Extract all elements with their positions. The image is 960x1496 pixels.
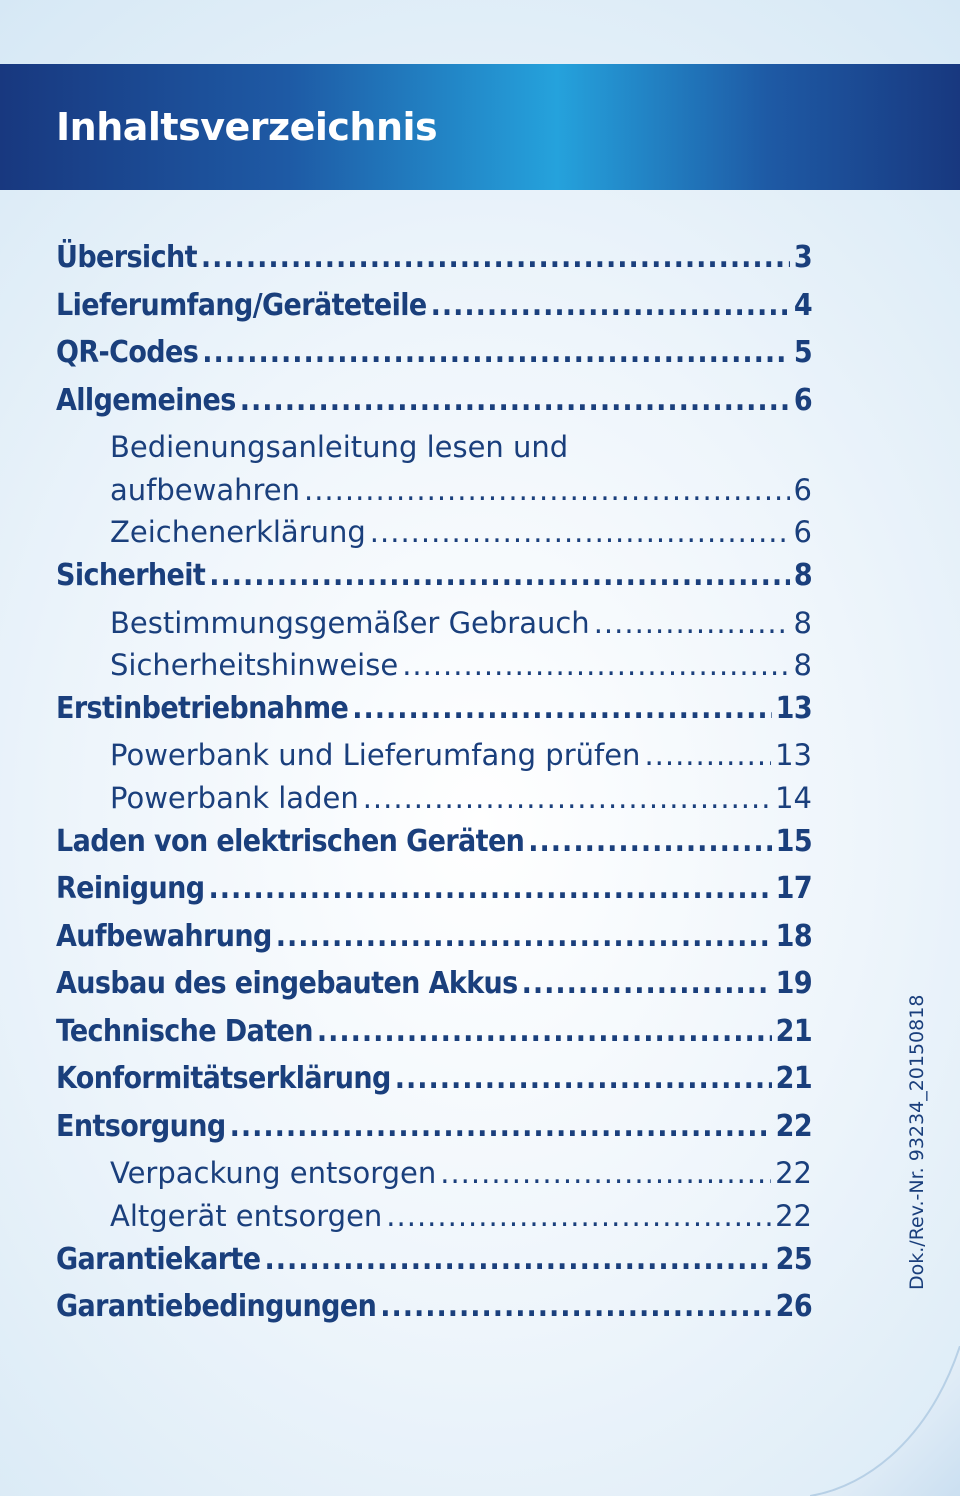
toc-label: Garantiekarte — [56, 1241, 261, 1277]
toc-entry-laden-geraeten[interactable]: Laden von elektrischen Geräten 15 — [56, 823, 813, 872]
toc-entry-sicherheit[interactable]: Sicherheit 8 — [56, 558, 813, 606]
toc-label: Allgemeines — [56, 382, 236, 418]
toc-label: Erstinbetriebnahme — [56, 690, 349, 726]
toc-entry-ausbau-akkus[interactable]: Ausbau des eingebauten Akkus 19 — [56, 966, 813, 1014]
toc-entry-lieferumfang[interactable]: Lieferumfang/Geräteteile 4 — [56, 287, 813, 336]
toc-label: Ausbau des eingebauten Akkus — [56, 966, 518, 1002]
document-revision-number: Dok./Rev.-Nr. 93234_20150818 — [906, 994, 928, 1290]
toc-label: Reinigung — [56, 871, 205, 907]
toc-subentry-altgeraet-entsorgen[interactable]: Altgerät entsorgen 22 — [56, 1199, 812, 1242]
toc-entry-qr-codes[interactable]: QR-Codes 5 — [56, 335, 813, 383]
toc-subentry-bedienungsanleitung-line2[interactable]: aufbewahren 6 — [56, 473, 812, 516]
table-of-contents: Übersicht 3 Lieferumfang/Geräteteile 4 QR-… — [56, 240, 813, 1337]
toc-label: Laden von elektrischen Geräten — [56, 823, 525, 859]
toc-page-number: 21 — [775, 1061, 813, 1097]
dot-leader — [395, 1061, 772, 1096]
toc-label: Garantiebedingungen — [56, 1289, 377, 1325]
toc-page-number: 18 — [775, 918, 813, 954]
toc-subentry-zeichenerklaerung[interactable]: Zeichenerklärung 6 — [56, 515, 812, 558]
dot-leader — [402, 648, 789, 682]
toc-entry-allgemeines[interactable]: Allgemeines 6 — [56, 382, 813, 431]
toc-page-number: 22 — [775, 1199, 812, 1233]
toc-subentry-verpackung-entsorgen[interactable]: Verpackung entsorgen 22 — [56, 1156, 812, 1199]
toc-label: Konformitätserklärung — [56, 1061, 391, 1097]
toc-page-number: 5 — [793, 335, 813, 370]
toc-label: QR-Codes — [56, 335, 199, 370]
dot-leader — [440, 1156, 771, 1190]
toc-label: Zeichenerklärung — [110, 515, 366, 550]
dot-leader — [209, 558, 790, 593]
dot-leader — [644, 738, 771, 772]
toc-page-number: 13 — [775, 738, 812, 773]
dot-leader — [230, 1109, 772, 1144]
toc-subentry-sicherheitshinweise[interactable]: Sicherheitshinweise 8 — [56, 648, 812, 691]
page-curl-decoration — [810, 1346, 960, 1496]
dot-leader — [370, 515, 790, 549]
toc-page-number: 21 — [775, 1013, 813, 1049]
dot-leader — [594, 606, 790, 640]
toc-entry-technische-daten[interactable]: Technische Daten 21 — [56, 1013, 813, 1062]
toc-page-number: 4 — [793, 287, 813, 323]
dot-leader — [380, 1289, 771, 1324]
toc-page-number: 6 — [793, 472, 812, 507]
toc-label: Bestimmungsgemäßer Gebrauch — [110, 605, 590, 640]
toc-page-number: 25 — [775, 1241, 813, 1277]
toc-subentry-bedienungsanleitung-line1[interactable]: Bedienungsanleitung lesen und — [56, 430, 812, 473]
toc-label: Verpackung entsorgen — [110, 1156, 437, 1191]
dot-leader — [240, 383, 790, 418]
dot-leader — [352, 691, 771, 726]
toc-entry-aufbewahrung[interactable]: Aufbewahrung 18 — [56, 918, 813, 967]
dot-leader — [363, 781, 771, 815]
toc-label: Bedienungsanleitung lesen und — [110, 430, 569, 464]
dot-leader — [522, 966, 772, 1001]
toc-label: Sicherheitshinweise — [110, 648, 399, 683]
dot-leader — [431, 288, 790, 323]
dot-leader — [386, 1199, 771, 1233]
dot-leader — [304, 473, 790, 507]
dot-leader — [264, 1242, 771, 1277]
toc-page-number: 6 — [793, 515, 812, 550]
toc-page-number: 26 — [775, 1289, 813, 1325]
toc-label: Altgerät entsorgen — [110, 1199, 383, 1233]
toc-subentry-powerbank-pruefen[interactable]: Powerbank und Lieferumfang prüfen 13 — [56, 738, 812, 781]
toc-entry-reinigung[interactable]: Reinigung 17 — [56, 871, 813, 919]
toc-label: Sicherheit — [56, 558, 206, 594]
toc-entry-entsorgung[interactable]: Entsorgung 22 — [56, 1108, 813, 1157]
dot-leader — [276, 919, 772, 954]
toc-label: Aufbewahrung — [56, 918, 272, 954]
toc-page-number: 14 — [775, 781, 812, 816]
toc-subentry-powerbank-laden[interactable]: Powerbank laden 14 — [56, 781, 812, 824]
toc-page-number: 22 — [775, 1108, 813, 1144]
header-bar — [0, 64, 960, 190]
toc-label: Lieferumfang/Geräteteile — [56, 287, 427, 323]
dot-leader — [528, 824, 771, 859]
toc-label: Powerbank laden — [110, 781, 359, 816]
toc-entry-konformitaetserklaerung[interactable]: Konformitätserklärung 21 — [56, 1061, 813, 1109]
page-title: Inhaltsverzeichnis — [56, 105, 438, 149]
toc-label: Entsorgung — [56, 1108, 226, 1144]
toc-entry-garantiebedingungen[interactable]: Garantiebedingungen 26 — [56, 1289, 813, 1337]
toc-page-number: 17 — [775, 871, 813, 907]
toc-entry-erstinbetriebnahme[interactable]: Erstinbetriebnahme 13 — [56, 690, 813, 739]
toc-label: Übersicht — [56, 240, 198, 275]
dot-leader — [208, 871, 771, 906]
dot-leader — [201, 240, 790, 275]
toc-subentry-bestimmungsgemaesser-gebrauch[interactable]: Bestimmungsgemäßer Gebrauch 8 — [56, 606, 812, 649]
toc-entry-garantiekarte[interactable]: Garantiekarte 25 — [56, 1241, 813, 1290]
toc-page-number: 3 — [793, 240, 813, 275]
toc-page-number: 15 — [775, 823, 813, 859]
toc-label: aufbewahren — [110, 472, 300, 507]
dot-leader — [202, 335, 790, 370]
toc-page-number: 6 — [793, 382, 813, 418]
toc-page-number: 13 — [775, 690, 813, 726]
dot-leader — [317, 1014, 772, 1049]
toc-page-number: 8 — [793, 648, 812, 683]
toc-label: Powerbank und Lieferumfang prüfen — [110, 738, 641, 773]
toc-page-number: 22 — [775, 1156, 812, 1191]
toc-page-number: 8 — [793, 558, 813, 594]
toc-page-number: 19 — [775, 966, 813, 1002]
toc-label: Technische Daten — [56, 1013, 313, 1049]
toc-page-number: 8 — [793, 605, 812, 640]
toc-entry-uebersicht[interactable]: Übersicht 3 — [56, 240, 813, 288]
